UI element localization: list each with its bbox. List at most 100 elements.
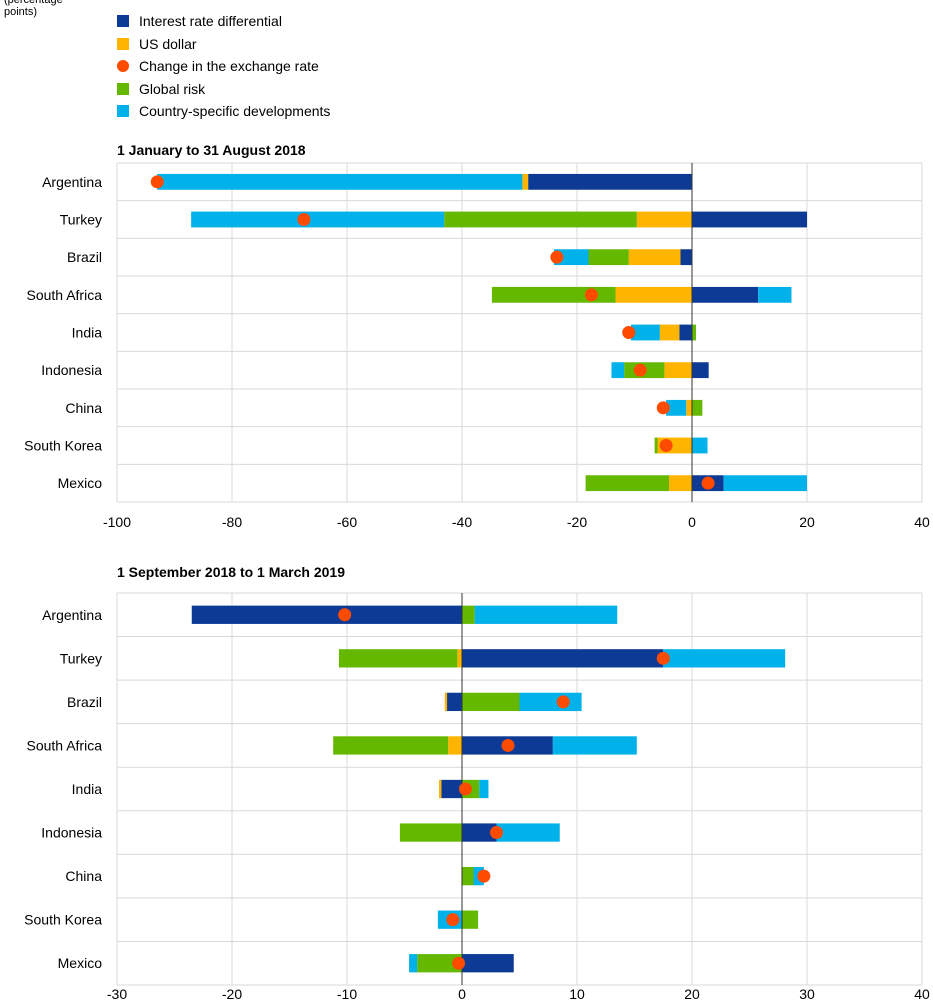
bar-segment (528, 173, 692, 190)
bar-segment (441, 779, 462, 799)
bar-segment (447, 692, 462, 712)
legend-label: Country-specific developments (139, 103, 331, 119)
exchange-rate-marker (477, 869, 491, 883)
exchange-rate-marker (556, 695, 570, 709)
legend-label: Interest rate differential (139, 13, 282, 29)
x-tick-label: 40 (914, 514, 930, 530)
category-label: Mexico (58, 475, 103, 491)
chart-panel-1: 1 January to 31 August 2018 Argentina Turk… (24, 142, 930, 530)
x-tick-label: -20 (222, 986, 242, 1000)
bar-segment (338, 649, 458, 668)
legend-swatch (117, 60, 129, 72)
x-tick-label: -10 (337, 986, 357, 1000)
bar-segment (462, 866, 474, 886)
exchange-rate-marker (501, 738, 515, 752)
bar-segment (462, 605, 475, 624)
exchange-rate-marker (633, 363, 647, 377)
bar-segment (663, 649, 786, 668)
bar-segment (462, 823, 497, 842)
chart-panel-2: 1 September 2018 to 1 March 2019 Argentin… (24, 564, 930, 1000)
bar-segment (462, 692, 520, 712)
category-label: South Korea (24, 438, 102, 454)
bar-segment (399, 823, 462, 842)
category-label: Turkey (60, 212, 102, 228)
exchange-rate-marker (659, 439, 673, 452)
bar-segment (664, 362, 692, 379)
bar-segment (692, 362, 709, 379)
bar-segment (654, 437, 658, 454)
exchange-rate-marker (446, 913, 460, 927)
bar-segment (552, 736, 637, 755)
exchange-rate-marker (338, 608, 352, 622)
category-label: Argentina (42, 607, 102, 623)
legend-swatch (117, 82, 129, 95)
x-tick-label: 0 (688, 514, 696, 530)
bar-segment (659, 324, 680, 341)
bar-segment (462, 649, 664, 668)
legend-label: Global risk (139, 80, 206, 97)
category-label: South Korea (24, 912, 102, 928)
category-label: India (72, 325, 103, 341)
category-label: Indonesia (41, 362, 102, 378)
exchange-rate-marker (584, 288, 598, 302)
category-label: Brazil (67, 694, 102, 710)
x-tick-label: -60 (337, 514, 357, 530)
x-tick-label: -40 (452, 514, 472, 530)
exchange-rate-marker (458, 782, 472, 796)
category-label: Turkey (60, 650, 102, 666)
bar-segment (723, 475, 807, 492)
bar-segment (491, 286, 616, 303)
x-tick-label: -30 (107, 986, 127, 1000)
bar-segment (636, 211, 692, 228)
x-tick-label: 20 (684, 986, 700, 1000)
category-label: South Africa (27, 287, 103, 303)
category-label: India (72, 781, 103, 797)
bar-segment (611, 362, 625, 379)
bar-segment (462, 954, 514, 973)
bar-segment (628, 249, 681, 266)
bar-segment (679, 324, 692, 341)
exchange-rate-marker (656, 651, 670, 665)
category-label: Brazil (67, 249, 102, 265)
exchange-rate-marker (490, 826, 503, 840)
bar-segment (439, 779, 442, 799)
legend-label: US dollar (139, 35, 197, 52)
bar-segment (669, 475, 692, 492)
chart-title: 1 January to 31 August 2018 (117, 142, 306, 158)
bar-segment (474, 605, 618, 624)
exchange-rate-marker (150, 175, 164, 189)
bar-segment (666, 399, 687, 416)
legend-swatch (117, 15, 129, 27)
bar-segment (448, 736, 462, 755)
exchange-rate-marker (550, 250, 564, 264)
bar-segment (462, 910, 479, 929)
x-tick-label: 40 (914, 986, 930, 1000)
exchange-rate-marker (622, 326, 636, 339)
exchange-rate-marker (297, 213, 311, 226)
x-tick-label: 30 (799, 986, 815, 1000)
bar-segment (496, 823, 560, 842)
unit-label: (percentage points) (4, 0, 63, 18)
bar-segment (457, 649, 462, 668)
bar-segment (615, 286, 692, 303)
bar-segment (692, 399, 703, 416)
category-label: China (65, 868, 102, 884)
bar-segment (522, 173, 529, 190)
legend-swatch (117, 37, 129, 50)
bar-segment (554, 249, 589, 266)
x-tick-label: 10 (569, 986, 585, 1000)
bar-segment (409, 954, 418, 973)
category-label: South Africa (27, 737, 103, 753)
exchange-rate-marker (452, 956, 466, 970)
bar-segment (588, 249, 629, 266)
bar-segment (417, 954, 462, 973)
exchange-rate-marker (656, 401, 670, 415)
bar-segment (444, 211, 637, 228)
bar-segment (519, 692, 582, 712)
legend-label: Change in the exchange rate (139, 58, 319, 74)
bar-segment (692, 437, 708, 454)
category-label: Mexico (58, 955, 103, 971)
bar-segment (692, 324, 697, 341)
x-tick-label: 20 (799, 514, 815, 530)
legend-swatch (117, 105, 129, 117)
